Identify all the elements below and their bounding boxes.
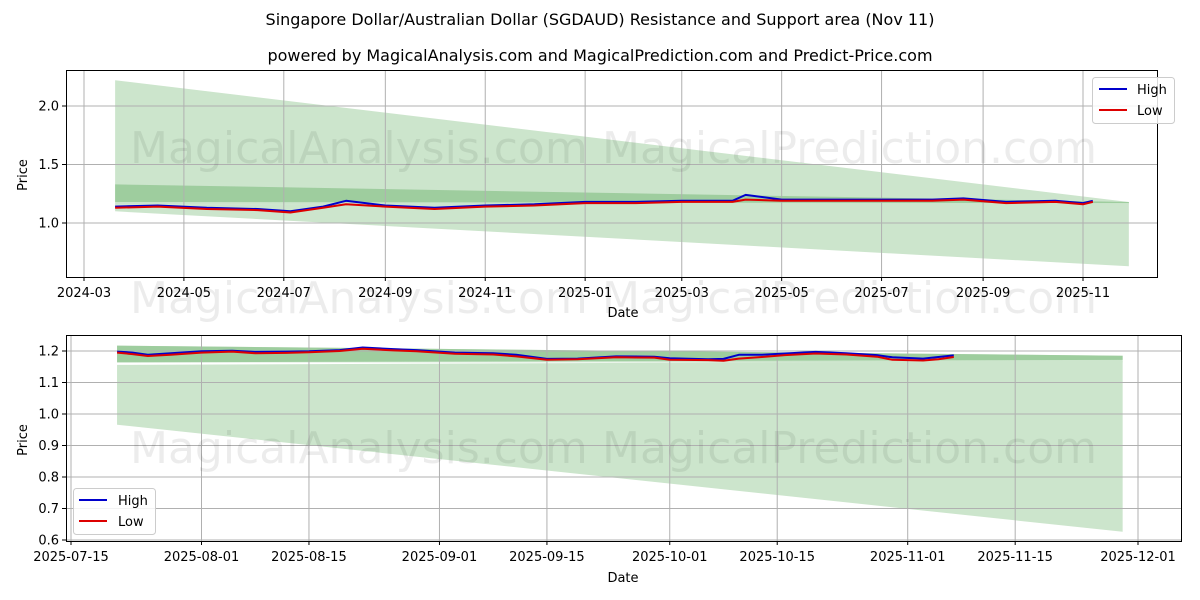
bottom-axes-frame bbox=[66, 335, 1182, 542]
top-y-axis-label: Price bbox=[16, 159, 31, 191]
watermark-analysis: MagicalAnalysis.com bbox=[130, 423, 588, 474]
top-grid bbox=[66, 70, 1157, 277]
y-tick-label: 1.0 bbox=[38, 408, 59, 423]
y-tick-label: 1.2 bbox=[38, 345, 59, 360]
top-y-ticks: 1.0 1.5 2.0 bbox=[38, 100, 66, 232]
bottom-y-ticks: 0.6 0.7 0.8 0.9 1.0 1.1 1.2 bbox=[38, 345, 66, 549]
top-bands bbox=[115, 80, 1129, 267]
watermarks: MagicalAnalysis.com MagicalPrediction.co… bbox=[130, 123, 1097, 474]
watermark-prediction: MagicalPrediction.com bbox=[602, 123, 1097, 174]
bottom-x-axis-label: Date bbox=[607, 571, 638, 586]
series-low-line bbox=[115, 198, 1094, 214]
chart-subtitle: powered by MagicalAnalysis.com and Magic… bbox=[267, 46, 933, 65]
x-tick-label: 2025-11-15 bbox=[977, 550, 1053, 565]
y-tick-label: 0.6 bbox=[38, 534, 59, 549]
x-tick-label: 2025-12-01 bbox=[1100, 550, 1176, 565]
bottom-chart: 2025-07-15 2025-08-01 2025-08-15 2025-09-01… bbox=[16, 335, 1182, 586]
top-x-axis-label: Date bbox=[607, 306, 638, 321]
x-tick-label: 2024-05 bbox=[157, 286, 211, 301]
legend-low-label: Low bbox=[1137, 104, 1163, 119]
x-tick-label: 2025-07-15 bbox=[33, 550, 109, 565]
watermark-prediction: MagicalPrediction.com bbox=[602, 423, 1097, 474]
legend-high-label: High bbox=[1137, 83, 1167, 98]
y-tick-label: 1.0 bbox=[38, 217, 59, 232]
y-tick-label: 0.9 bbox=[38, 439, 59, 454]
series-low-line bbox=[117, 347, 954, 362]
x-tick-label: 2025-09-01 bbox=[402, 550, 478, 565]
watermark-analysis: MagicalAnalysis.com bbox=[130, 273, 588, 324]
series-high-line bbox=[115, 193, 1094, 213]
top-chart: 2024-03 2024-05 2024-07 2024-09 2024-11 2025-… bbox=[16, 70, 1175, 321]
x-tick-label: 2025-11 bbox=[1056, 286, 1110, 301]
x-tick-label: 2025-03 bbox=[655, 286, 709, 301]
band-0 bbox=[115, 80, 1129, 205]
x-tick-label: 2025-08-15 bbox=[271, 550, 347, 565]
y-tick-label: 1.1 bbox=[38, 376, 59, 391]
y-tick-label: 0.7 bbox=[38, 502, 59, 517]
watermark-prediction: MagicalPrediction.com bbox=[602, 273, 1097, 324]
x-tick-label: 2025-05 bbox=[754, 286, 808, 301]
band-2 bbox=[117, 361, 1123, 532]
x-tick-label: 2024-09 bbox=[358, 286, 412, 301]
chart-title: Singapore Dollar/Australian Dollar (SGDA… bbox=[265, 10, 935, 29]
band-1 bbox=[115, 184, 1129, 204]
top-price-lines bbox=[115, 193, 1094, 214]
x-tick-label: 2024-07 bbox=[257, 286, 311, 301]
x-tick-label: 2025-01 bbox=[558, 286, 612, 301]
x-tick-label: 2025-09-15 bbox=[509, 550, 585, 565]
x-tick-label: 2024-03 bbox=[57, 286, 111, 301]
band-2 bbox=[115, 203, 1129, 267]
x-tick-label: 2025-10-01 bbox=[632, 550, 708, 565]
x-tick-label: 2025-07 bbox=[854, 286, 908, 301]
top-axes-frame bbox=[66, 70, 1158, 278]
bottom-grid bbox=[66, 335, 1181, 541]
y-tick-label: 0.8 bbox=[38, 471, 59, 486]
x-tick-label: 2024-11 bbox=[458, 286, 512, 301]
y-tick-label: 2.0 bbox=[38, 100, 59, 115]
bottom-price-lines bbox=[117, 346, 954, 362]
bottom-legend: High Low bbox=[73, 488, 156, 535]
top-x-ticks: 2024-03 2024-05 2024-07 2024-09 2024-11 2025-… bbox=[57, 277, 1110, 301]
legend-low-label: Low bbox=[118, 515, 144, 530]
y-tick-label: 1.5 bbox=[38, 158, 59, 173]
x-tick-label: 2025-08-01 bbox=[164, 550, 240, 565]
watermark-analysis: MagicalAnalysis.com bbox=[130, 123, 588, 174]
x-tick-label: 2025-09 bbox=[956, 286, 1010, 301]
bottom-y-axis-label: Price bbox=[16, 424, 31, 456]
x-tick-label: 2025-11-01 bbox=[870, 550, 946, 565]
legend-high-label: High bbox=[118, 494, 148, 509]
bottom-x-ticks: 2025-07-15 2025-08-01 2025-08-15 2025-09-01… bbox=[33, 541, 1176, 565]
x-tick-label: 2025-10-15 bbox=[739, 550, 815, 565]
top-legend: High Low bbox=[1092, 77, 1175, 124]
